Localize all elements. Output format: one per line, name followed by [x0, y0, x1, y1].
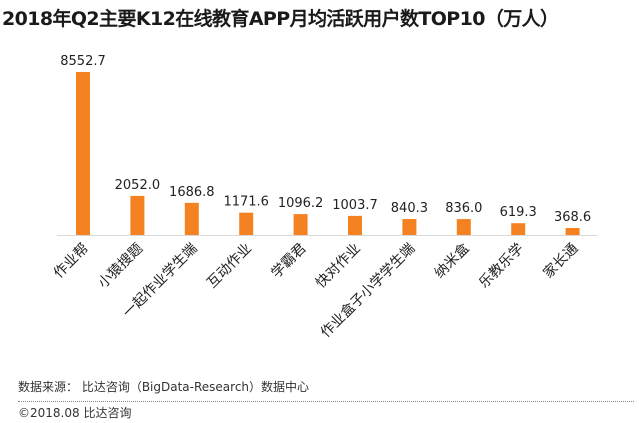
category-label: 学霸君 — [268, 241, 309, 282]
chart-title: 2018年Q2主要K12在线教育APP月均活跃用户数TOP10（万人） — [2, 8, 559, 30]
bar — [402, 218, 417, 235]
bar — [565, 227, 580, 235]
bar — [511, 223, 526, 235]
category-label: 纳米盒 — [431, 240, 473, 282]
footer-divider — [18, 401, 634, 402]
category-label: 快对作业 — [313, 241, 364, 292]
data-label: 840.3 — [391, 201, 428, 216]
data-label: 2052.0 — [115, 178, 161, 193]
category-label: 互动作业 — [204, 241, 255, 292]
bar — [76, 72, 90, 235]
data-label: 368.6 — [554, 210, 591, 225]
category-label: 乐教乐学 — [476, 241, 527, 292]
data-label: 8552.7 — [60, 54, 106, 69]
data-label: 619.3 — [500, 205, 537, 220]
bar — [239, 212, 254, 235]
category-label: 小猿搜题 — [95, 241, 146, 292]
category-label: 作业帮 — [51, 241, 92, 282]
category-label: 作业盒子小学学生端 — [317, 240, 418, 341]
bar — [293, 214, 308, 235]
bar — [456, 219, 471, 235]
data-source: 数据来源： 比达咨询（BigData-Research）数据中心 — [18, 380, 310, 394]
data-label: 836.0 — [445, 201, 482, 216]
bar — [130, 195, 145, 235]
bar — [348, 215, 362, 235]
bar-chart: 8552.7作业帮2052.0小猿搜题1686.8一起作业学生端1171.6互动… — [51, 54, 598, 341]
category-label: 家长通 — [540, 240, 582, 282]
bar — [184, 202, 199, 235]
data-label: 1171.6 — [223, 195, 269, 210]
copyright: ©2018.08 比达咨询 — [18, 406, 132, 420]
data-label: 1096.2 — [278, 196, 324, 211]
data-label: 1003.7 — [332, 198, 378, 213]
data-label: 1686.8 — [169, 185, 215, 200]
